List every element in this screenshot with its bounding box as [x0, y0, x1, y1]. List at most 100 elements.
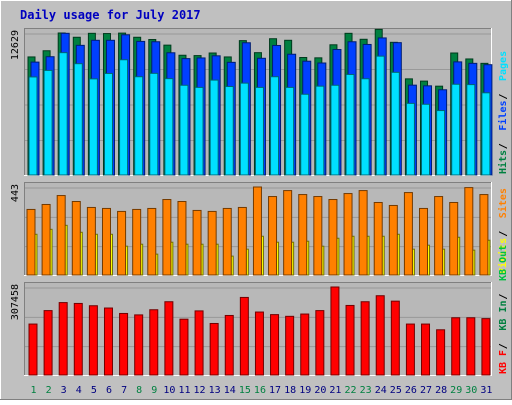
bar-kbytes-kb-f-day-20 — [315, 310, 325, 376]
bar-kbytes-kb-f-day-19 — [300, 313, 310, 376]
day-label-24: 24 — [375, 385, 387, 396]
bar-hits-pages-day-11 — [179, 84, 189, 176]
bar-kbytes-kb-f-day-6 — [103, 307, 113, 376]
panel-hits: 12629 Hits / Files / Pages — [10, 28, 509, 176]
bar-visits-sites-day-2 — [41, 203, 51, 276]
day-label-8: 8 — [136, 385, 142, 396]
day-label-17: 17 — [269, 385, 281, 396]
day-label-1: 1 — [30, 385, 36, 396]
bar-hits-pages-day-1 — [28, 76, 38, 176]
bar-visits-sites-day-14 — [222, 207, 232, 276]
legend-hits-hits: Hits — [497, 150, 509, 174]
day-label-27: 27 — [420, 385, 432, 396]
bar-kbytes-kb-f-day-26 — [405, 323, 415, 376]
bar-kbytes-kb-f-day-12 — [194, 310, 204, 376]
bar-kbytes-kb-f-day-18 — [285, 315, 295, 376]
day-label-10: 10 — [163, 385, 175, 396]
series-pages — [28, 52, 491, 176]
bar-visits-sites-day-19 — [298, 194, 308, 276]
day-label-2: 2 — [46, 385, 52, 396]
day-label-25: 25 — [390, 385, 402, 396]
bar-hits-pages-day-31 — [481, 92, 491, 176]
bar-kbytes-kb-f-day-9 — [149, 309, 159, 376]
bar-kbytes-kb-f-day-28 — [436, 329, 446, 376]
day-label-21: 21 — [329, 385, 341, 396]
panel-visits: 443 Visits / Sites — [10, 182, 509, 276]
bar-visits-sites-day-18 — [283, 190, 293, 276]
day-label-19: 19 — [299, 385, 311, 396]
day-label-31: 31 — [480, 385, 492, 396]
legend-visits-sites: Sites — [497, 188, 509, 218]
bar-visits-sites-day-13 — [207, 210, 217, 276]
day-label-6: 6 — [106, 385, 112, 396]
series-sites — [26, 186, 489, 276]
legend-kbytes-kb-f: KB F — [498, 350, 509, 374]
bar-kbytes-kb-f-day-14 — [224, 314, 234, 376]
panel-kbytes-max-label: 307458 — [10, 284, 21, 320]
chart-title: Daily usage for July 2017 — [20, 8, 201, 22]
bar-hits-pages-day-27 — [421, 103, 431, 176]
bar-kbytes-kb-f-day-7 — [119, 312, 129, 376]
day-label-18: 18 — [284, 385, 296, 396]
bar-visits-sites-day-29 — [449, 201, 459, 276]
panel-hits-legend-separator: / — [498, 143, 509, 149]
bar-kbytes-kb-f-day-13 — [209, 322, 219, 376]
bar-visits-sites-day-6 — [101, 207, 111, 276]
bar-visits-sites-day-3 — [56, 195, 66, 276]
bar-visits-sites-day-22 — [343, 193, 353, 276]
day-label-11: 11 — [178, 385, 190, 396]
panel-kbytes-legend-separator: / — [498, 343, 509, 349]
day-label-28: 28 — [435, 385, 447, 396]
bar-hits-pages-day-19 — [300, 93, 310, 176]
bar-visits-sites-day-12 — [192, 209, 202, 276]
bar-visits-sites-day-25 — [388, 204, 398, 276]
bar-kbytes-kb-f-day-24 — [375, 295, 385, 376]
panel-hits-max-label: 12629 — [10, 30, 21, 60]
bar-kbytes-kb-f-day-27 — [421, 323, 431, 376]
legend-hits-files: Files — [497, 100, 509, 130]
bar-visits-sites-day-16 — [252, 186, 262, 276]
bar-kbytes-kb-f-day-23 — [360, 301, 370, 376]
day-label-14: 14 — [224, 385, 236, 396]
bar-visits-sites-day-26 — [403, 192, 413, 276]
day-label-7: 7 — [121, 385, 127, 396]
bar-hits-pages-day-7 — [119, 59, 129, 176]
legend-kbytes-kb-out: KB Out — [498, 245, 509, 281]
bar-kbytes-kb-f-day-17 — [270, 314, 280, 376]
bar-hits-pages-day-29 — [451, 83, 461, 176]
bar-kbytes-kb-f-day-2 — [43, 310, 53, 376]
bar-hits-pages-day-17 — [270, 76, 280, 176]
day-label-29: 29 — [450, 385, 462, 396]
panel-visits-legend-separator: / — [498, 231, 509, 237]
day-label-3: 3 — [61, 385, 67, 396]
bar-visits-sites-day-10 — [162, 199, 172, 276]
bar-hits-pages-day-24 — [375, 55, 385, 176]
bar-hits-pages-day-15 — [239, 82, 249, 176]
bar-hits-pages-day-16 — [254, 86, 264, 176]
bar-visits-sites-day-1 — [26, 208, 36, 276]
bar-hits-pages-day-12 — [194, 86, 204, 176]
bar-kbytes-kb-f-day-8 — [134, 314, 144, 376]
day-label-12: 12 — [194, 385, 206, 396]
day-label-15: 15 — [239, 385, 251, 396]
bar-visits-sites-day-15 — [237, 206, 247, 276]
bar-hits-pages-day-9 — [149, 72, 159, 176]
day-label-9: 9 — [151, 385, 157, 396]
bar-hits-pages-day-18 — [285, 86, 295, 176]
series-kb-f — [28, 286, 491, 376]
bar-kbytes-kb-f-day-29 — [451, 317, 461, 376]
bar-hits-pages-day-25 — [390, 71, 400, 176]
bar-visits-sites-day-17 — [268, 196, 278, 276]
bar-hits-pages-day-22 — [345, 73, 355, 176]
bar-kbytes-kb-f-day-5 — [88, 305, 98, 376]
chart-panels: 12629 Hits / Files / Pages 443 Visits / Sit… — [10, 28, 509, 376]
bar-visits-sites-day-21 — [328, 199, 338, 276]
bar-kbytes-kb-f-day-30 — [466, 317, 476, 376]
bar-hits-pages-day-6 — [103, 72, 113, 176]
bar-kbytes-kb-f-day-25 — [390, 300, 400, 376]
bar-visits-sites-day-7 — [117, 210, 127, 276]
bar-hits-pages-day-4 — [73, 63, 83, 176]
day-label-16: 16 — [254, 385, 266, 396]
